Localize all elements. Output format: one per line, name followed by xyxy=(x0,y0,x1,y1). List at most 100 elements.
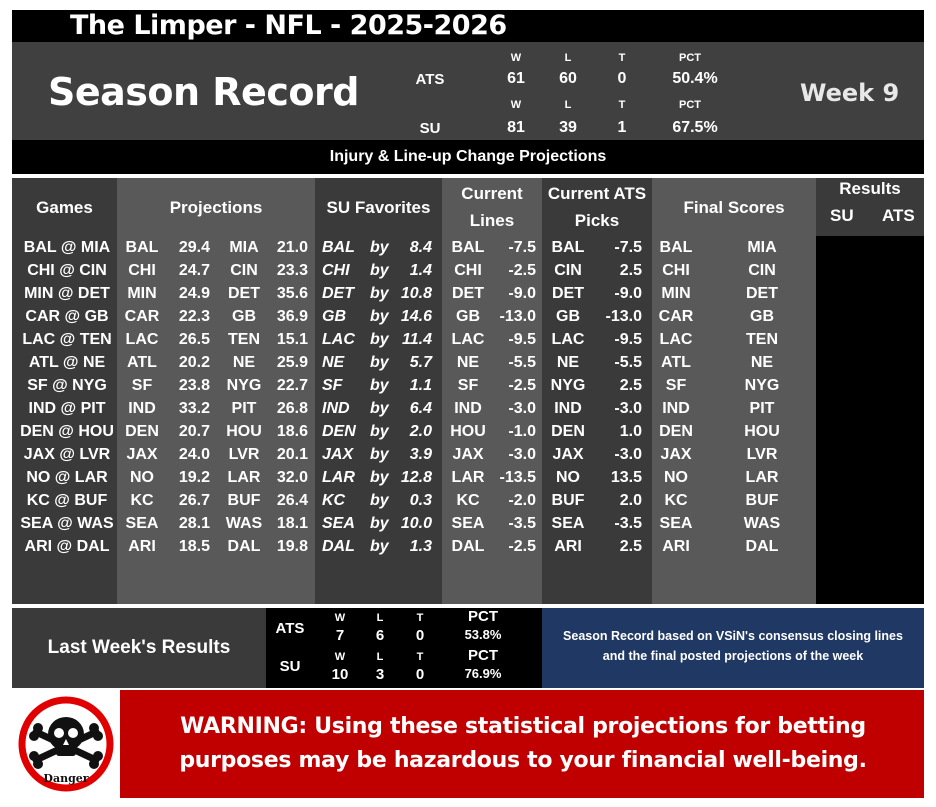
line-value: -2.5 xyxy=(508,377,536,394)
proj-score1: 20.2 xyxy=(178,354,210,371)
line-value: -2.0 xyxy=(508,492,536,509)
fav-margin: 10.8 xyxy=(400,285,432,302)
final-team1: ARI xyxy=(662,538,690,555)
pick-team: BAL xyxy=(551,239,585,256)
page-title: The Limper - NFL - 2025-2026 xyxy=(70,10,507,41)
proj-team1: NO xyxy=(130,469,154,486)
final-team2: MIA xyxy=(747,239,777,256)
pick-team: ARI xyxy=(554,538,582,555)
game-cell: MIN @ DET xyxy=(24,285,110,302)
line-value: -9.5 xyxy=(508,331,536,348)
projections-table: Games Projections SU Favorites Current L… xyxy=(12,178,924,604)
current-ats-column: Current ATS Picks xyxy=(542,178,652,604)
current-lines-column: Current Lines xyxy=(442,178,542,604)
final-team2: BUF xyxy=(745,492,779,509)
proj-score1: 24.7 xyxy=(178,262,210,279)
lw-su-label: SU xyxy=(279,658,301,675)
proj-team2: CIN xyxy=(230,262,258,279)
proj-score2: 15.1 xyxy=(276,331,308,348)
fav-team: GB xyxy=(322,308,346,325)
ats-pct: 50.4% xyxy=(672,70,718,87)
proj-score2: 26.8 xyxy=(276,400,308,417)
lw-ats-ties: 0 xyxy=(415,627,425,644)
su-w-head: W xyxy=(510,99,522,111)
su-pct-head: PCT xyxy=(679,99,701,111)
last-week-section: Last Week's Results ATS W L T PCT 7 6 0 … xyxy=(12,608,924,688)
su-losses: 39 xyxy=(559,119,577,136)
su-l-head: L xyxy=(564,99,572,111)
fav-by: by xyxy=(370,354,389,371)
results-su-header: SU xyxy=(830,206,854,225)
pick-line: 1.0 xyxy=(619,423,642,440)
final-team1: DEN xyxy=(659,423,693,440)
game-cell: SF @ NYG xyxy=(27,377,107,394)
final-team1: NO xyxy=(664,469,688,486)
fav-margin: 1.3 xyxy=(409,538,432,555)
proj-score1: 19.2 xyxy=(178,469,210,486)
proj-team1: DEN xyxy=(125,423,159,440)
projections-header: Projections xyxy=(169,198,263,217)
line-team: SEA xyxy=(451,515,485,532)
fav-team: SF xyxy=(322,377,343,394)
line-value: -9.0 xyxy=(508,285,536,302)
games-column: Games xyxy=(12,178,117,604)
final-team2: NE xyxy=(750,354,774,371)
ats-ties: 0 xyxy=(617,70,627,87)
line-value: -2.5 xyxy=(508,538,536,555)
subtitle-bar: Injury & Line-up Change Projections xyxy=(12,140,924,174)
warning-banner: Danger WARNING: Using these statistical … xyxy=(12,690,924,798)
proj-score1: 20.7 xyxy=(178,423,210,440)
proj-score1: 24.0 xyxy=(178,446,210,463)
last-week-title: Last Week's Results xyxy=(47,637,231,658)
fav-by: by xyxy=(370,308,389,325)
line-team: SF xyxy=(457,377,479,394)
lw-su-losses: 3 xyxy=(375,666,385,683)
line-team: GB xyxy=(456,308,480,325)
fav-by: by xyxy=(370,538,389,555)
pick-line: 2.5 xyxy=(619,538,642,555)
fav-margin: 10.0 xyxy=(400,515,432,532)
final-team2: CIN xyxy=(748,262,776,279)
proj-score2: 26.4 xyxy=(276,492,308,509)
proj-team1: KC xyxy=(130,492,154,509)
line-team: LAR xyxy=(451,469,485,486)
proj-score2: 32.0 xyxy=(276,469,308,486)
line-team: HOU xyxy=(450,423,486,440)
fav-by: by xyxy=(370,262,389,279)
lw-su-w-head: W xyxy=(334,651,346,663)
proj-score1: 28.1 xyxy=(178,515,210,532)
proj-team2: NE xyxy=(232,354,256,371)
pick-line: -5.5 xyxy=(614,354,642,371)
proj-team1: MIN xyxy=(127,285,157,302)
proj-score1: 22.3 xyxy=(178,308,210,325)
fav-margin: 14.6 xyxy=(400,308,432,325)
results-body xyxy=(816,236,924,604)
proj-score2: 20.1 xyxy=(276,446,308,463)
lw-ats-wins: 7 xyxy=(335,627,345,644)
fav-margin: 1.1 xyxy=(409,377,432,394)
warning-text: WARNING: Using these statistical project… xyxy=(179,714,867,773)
line-team: DAL xyxy=(451,538,485,555)
line-team: CHI xyxy=(454,262,482,279)
pick-team: CIN xyxy=(554,262,582,279)
fav-team: LAR xyxy=(322,469,355,486)
final-team2: TEN xyxy=(746,331,778,348)
game-cell: KC @ BUF xyxy=(26,492,108,509)
fav-margin: 0.3 xyxy=(409,492,432,509)
line-value: -13.5 xyxy=(499,469,536,486)
game-cell: NO @ LAR xyxy=(26,469,108,486)
proj-score2: 35.6 xyxy=(276,285,308,302)
season-record-header: Season Record W L T PCT ATS 61 60 0 50.4… xyxy=(12,42,924,140)
proj-team1: JAX xyxy=(126,446,158,463)
danger-sign: Danger xyxy=(12,690,120,798)
pick-line: -13.0 xyxy=(605,308,642,325)
pick-team: DET xyxy=(552,285,584,302)
fav-margin: 8.4 xyxy=(409,239,432,256)
current-ats-header-2: Picks xyxy=(574,211,620,230)
fav-margin: 5.7 xyxy=(409,354,432,371)
fav-by: by xyxy=(370,446,389,463)
fav-by: by xyxy=(370,331,389,348)
final-team1: SEA xyxy=(659,515,693,532)
final-team2: PIT xyxy=(749,400,775,417)
final-team2: NYG xyxy=(744,377,780,394)
